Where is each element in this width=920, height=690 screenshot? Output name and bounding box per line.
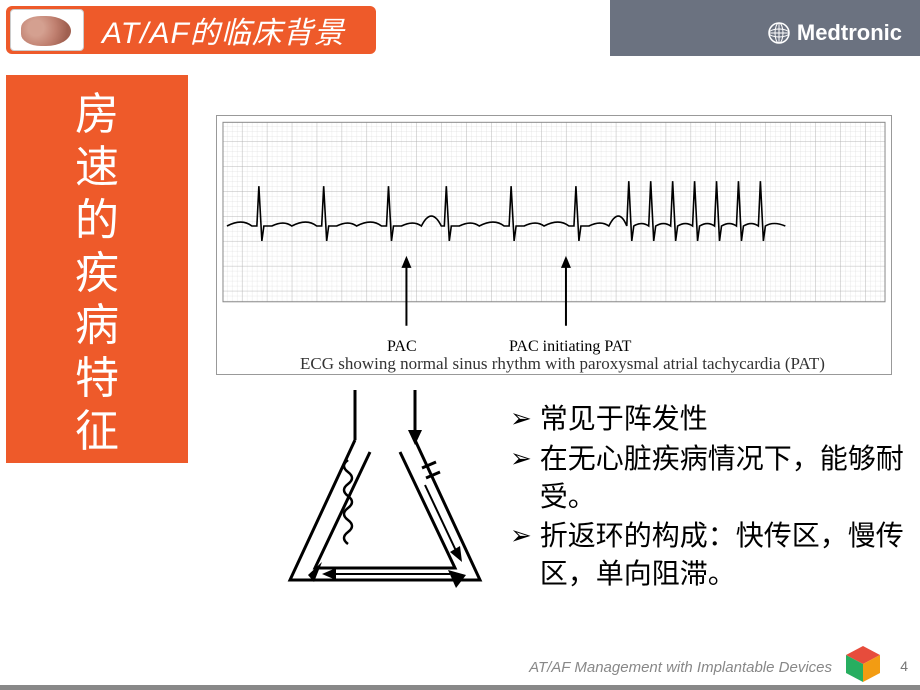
- page-number: 4: [900, 658, 908, 674]
- bullet-text: 在无心脏疾病情况下，能够耐受。: [540, 440, 910, 516]
- sidebar-char: 速: [75, 142, 119, 195]
- header-banner: AT/AF的临床背景: [6, 6, 376, 54]
- sidebar-char: 特: [75, 353, 119, 406]
- footer-stripe: [0, 685, 920, 690]
- bullet-marker-icon: ➢: [510, 440, 532, 476]
- ecg-caption: ECG showing normal sinus rhythm with par…: [300, 354, 825, 374]
- bullet-item: ➢ 常见于阵发性: [510, 400, 910, 438]
- sidebar-char: 的: [75, 195, 119, 248]
- sidebar-title-block: 房 速 的 疾 病 特 征: [6, 75, 188, 463]
- cube-icon: [842, 642, 884, 684]
- bullet-item: ➢ 在无心脏疾病情况下，能够耐受。: [510, 440, 910, 516]
- ecg-figure: PAC PAC initiating PAT: [216, 115, 892, 375]
- bullet-text: 常见于阵发性: [540, 400, 708, 438]
- medtronic-logo: Medtronic: [767, 14, 906, 52]
- ecg-strip-svg: [217, 116, 891, 336]
- sidebar-char: 病: [75, 300, 119, 353]
- bullet-item: ➢ 折返环的构成：快传区，慢传区，单向阻滞。: [510, 517, 910, 593]
- bullet-marker-icon: ➢: [510, 517, 532, 553]
- logo-text: Medtronic: [797, 20, 902, 46]
- bullet-marker-icon: ➢: [510, 400, 532, 436]
- bullet-text: 折返环的构成：快传区，慢传区，单向阻滞。: [540, 517, 910, 593]
- reentry-circuit-diagram: [270, 390, 500, 620]
- sidebar-vertical-title: 房 速 的 疾 病 特 征: [75, 89, 119, 459]
- sidebar-char: 疾: [75, 248, 119, 301]
- sidebar-char: 房: [75, 89, 119, 142]
- heart-thumbnail-icon: [10, 9, 84, 51]
- slide-title: AT/AF的临床背景: [102, 8, 345, 52]
- medtronic-globe-icon: [767, 21, 791, 45]
- sidebar-char: 征: [75, 406, 119, 459]
- bullet-list: ➢ 常见于阵发性 ➢ 在无心脏疾病情况下，能够耐受。 ➢ 折返环的构成：快传区，…: [510, 400, 910, 595]
- footer-caption: AT/AF Management with Implantable Device…: [529, 659, 832, 676]
